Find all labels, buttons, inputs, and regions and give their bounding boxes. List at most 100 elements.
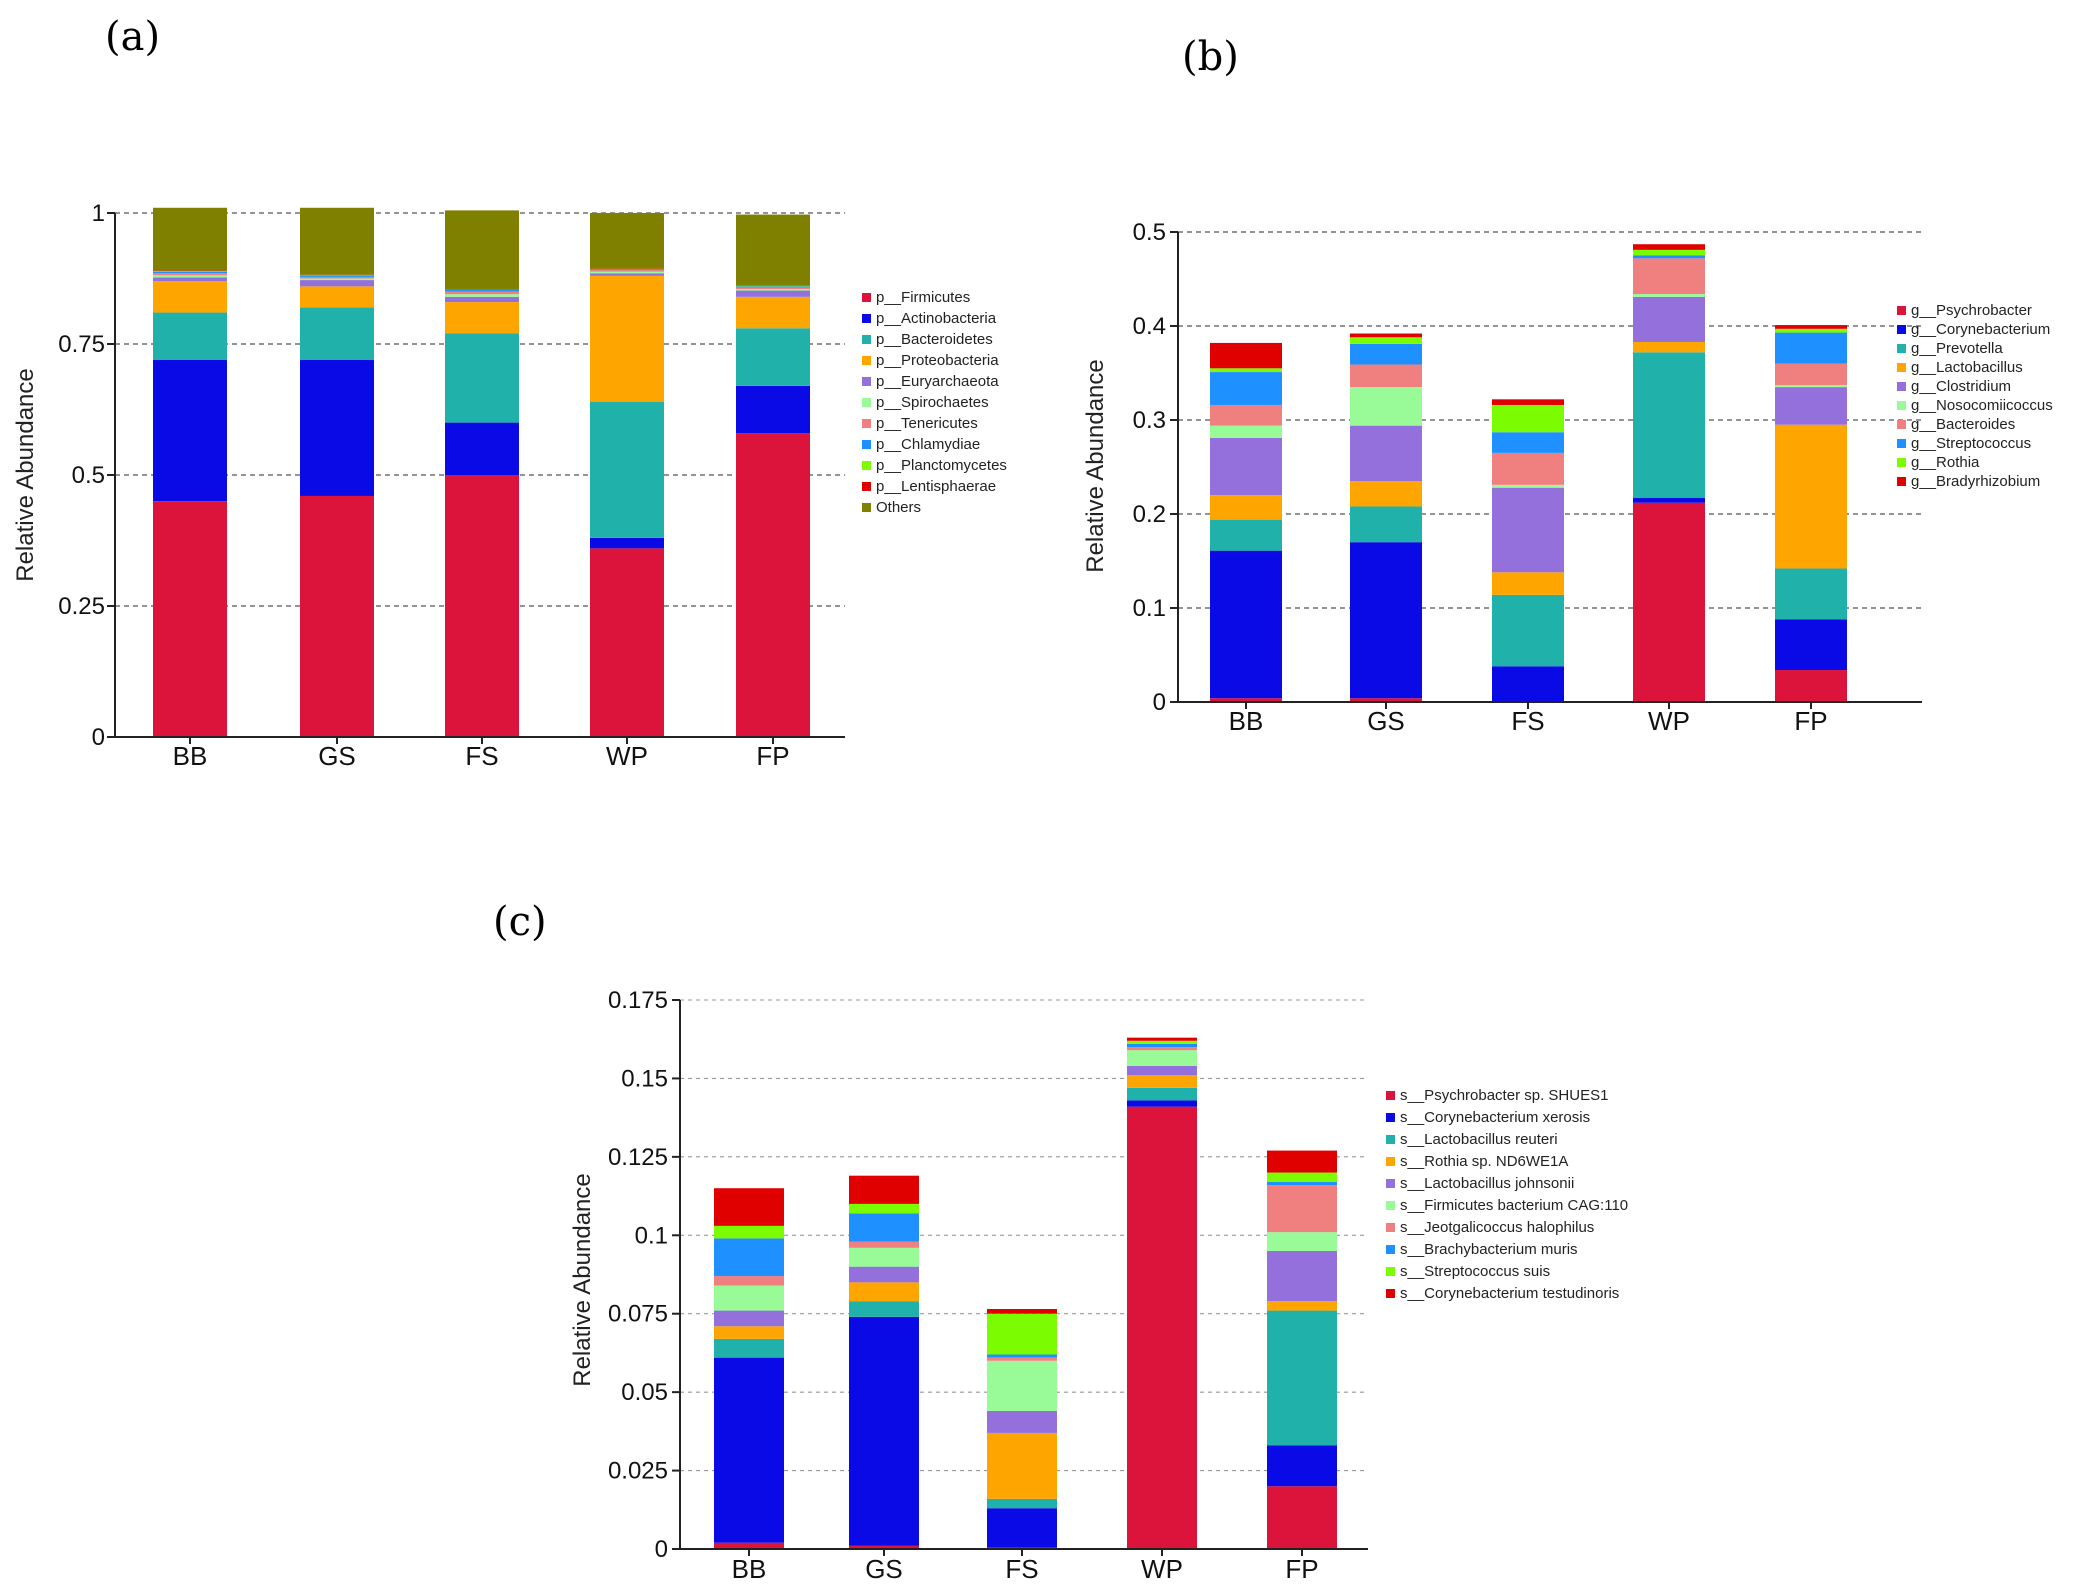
bar-segment-c-GS-2 [849,1301,919,1317]
bar-segment-b-GS-8 [1350,337,1422,344]
bar-segment-c-GS-9 [849,1175,919,1204]
bar-segment-b-BB-6 [1210,404,1282,426]
bar-segment-a-WP-0 [590,548,664,737]
bar-segment-a-WP-10 [590,213,664,269]
bar-segment-b-GS-2 [1350,506,1422,543]
bar-segment-a-BB-0 [153,501,227,737]
x-tick-label-c: GS [865,1554,903,1584]
bar-segment-c-BB-7 [714,1238,784,1277]
legend-label-c: s__Lactobacillus reuteri [1400,1131,1558,1148]
bar-segment-a-WP-6 [590,270,664,272]
y-tick-label-c: 0.125 [608,1144,668,1171]
bar-segment-a-FS-0 [445,475,519,737]
legend-swatch-a [862,356,871,365]
legend-label-a: p__Tenericutes [876,415,978,432]
y-tick-label-b: 0.1 [1133,595,1166,622]
x-tick-label-b: FS [1511,706,1544,736]
legend-label-a: p__Actinobacteria [876,310,997,327]
legend-label-c: s__Psychrobacter sp. SHUES1 [1400,1087,1608,1104]
x-tick-label-b: BB [1229,706,1264,736]
panel-c: (c) Relative Abundance 0 0.025 0.05 0.075 0.… [493,899,1628,1584]
bar-segment-b-BB-0 [1210,698,1282,702]
bar-segment-a-BB-5 [153,275,227,278]
legend-swatch-b [1897,363,1906,372]
bar-segment-c-FS-9 [987,1309,1057,1314]
legend-label-b: g__Corynebacterium [1911,321,2050,338]
legend-label-b: g__Rothia [1911,454,1980,471]
legend-label-b: g__Bacteroides [1911,416,2015,433]
bar-segment-b-BB-9 [1210,342,1282,369]
legend-swatch-c [1386,1267,1395,1276]
bar-segment-c-FP-8 [1267,1172,1337,1182]
bar-segment-c-FP-1 [1267,1445,1337,1487]
legend-label-b: g__Nosocomiicoccus [1911,397,2053,414]
y-tick-label-c: 0.15 [621,1065,668,1092]
legend-label-b: g__Streptococcus [1911,435,2031,452]
bar-segment-b-WP-0 [1633,502,1705,702]
bar-segment-a-FP-2 [736,328,810,386]
bar-segment-c-GS-0 [849,1545,919,1549]
axes-c: 0 0.025 0.05 0.075 0.1 0.125 0.15 0.175 BB GS FS WP… [608,987,1368,1584]
bar-segment-b-FS-7 [1492,432,1564,453]
bar-segment-c-BB-8 [714,1225,784,1239]
bar-segment-b-BB-5 [1210,425,1282,438]
x-tick-label-b: WP [1648,706,1690,736]
x-tick-label-b: FP [1794,706,1827,736]
bar-segment-c-FS-6 [987,1357,1057,1361]
bar-segment-b-BB-4 [1210,437,1282,496]
bar-segment-c-WP-4 [1127,1065,1197,1076]
legend-swatch-a [862,482,871,491]
bar-segment-c-WP-5 [1127,1050,1197,1066]
bar-segment-c-FS-3 [987,1432,1057,1499]
y-tick-label-b: 0.5 [1133,219,1166,246]
bar-segment-a-FS-2 [445,333,519,423]
legend-swatch-b [1897,382,1906,391]
legend-label-b: g__Bradyrhizobium [1911,473,2040,490]
legend-swatch-c [1386,1289,1395,1298]
x-tick-label-a: FS [465,741,498,771]
bar-segment-b-GS-3 [1350,481,1422,507]
legend-swatch-a [862,398,871,407]
y-tick-label-a: 0.5 [72,462,105,489]
y-axis-title-a: Relative Abundance [12,368,39,582]
bar-segment-b-FS-1 [1492,666,1564,702]
bar-segment-a-FP-3 [736,296,810,329]
y-tick-label-a: 0 [92,724,105,751]
y-tick-label-c: 0.175 [608,987,668,1014]
panel-a: (a) Relative Abundance 0 0.25 0.5 0.75 1 BB GS… [12,14,1007,771]
bar-segment-a-FP-8 [736,285,810,287]
bar-segment-a-FP-4 [736,290,810,297]
bar-segment-a-WP-3 [590,275,664,402]
legend-label-a: p__Planctomycetes [876,457,1007,474]
x-tick-label-c: FS [1005,1554,1038,1584]
legend-swatch-c [1386,1223,1395,1232]
legend-swatch-a [862,503,871,512]
bar-segment-a-GS-7 [300,275,374,277]
legend-label-c: s__Rothia sp. ND6WE1A [1400,1153,1568,1170]
bar-segment-a-WP-2 [590,401,664,538]
bar-segment-b-FS-8 [1492,404,1564,433]
bar-segment-a-FS-3 [445,302,519,334]
panel-label-a: (a) [105,14,160,60]
bar-segment-a-FS-5 [445,294,519,297]
bar-segment-c-BB-3 [714,1326,784,1339]
bar-segment-c-FP-3 [1267,1301,1337,1311]
bar-segment-a-GS-10 [300,207,374,275]
legend-swatch-b [1897,439,1906,448]
bar-segment-c-WP-2 [1127,1087,1197,1101]
bar-segment-c-FS-7 [987,1354,1057,1358]
bar-segment-a-GS-2 [300,307,374,360]
bar-segment-a-GS-3 [300,286,374,308]
bar-segment-c-FP-5 [1267,1232,1337,1251]
legend-swatch-c [1386,1201,1395,1210]
legend-label-a: p__Firmicutes [876,289,970,306]
bar-segment-c-FS-2 [987,1498,1057,1509]
bar-segment-c-WP-3 [1127,1075,1197,1088]
bar-segment-a-FS-1 [445,422,519,475]
legend-swatch-b [1897,401,1906,410]
bar-segment-c-GS-1 [849,1316,919,1546]
panel-label-c: (c) [493,899,547,945]
bar-segment-a-FP-1 [736,385,810,434]
bars-a [153,207,810,737]
legend-label-a: p__Bacteroidetes [876,331,993,348]
